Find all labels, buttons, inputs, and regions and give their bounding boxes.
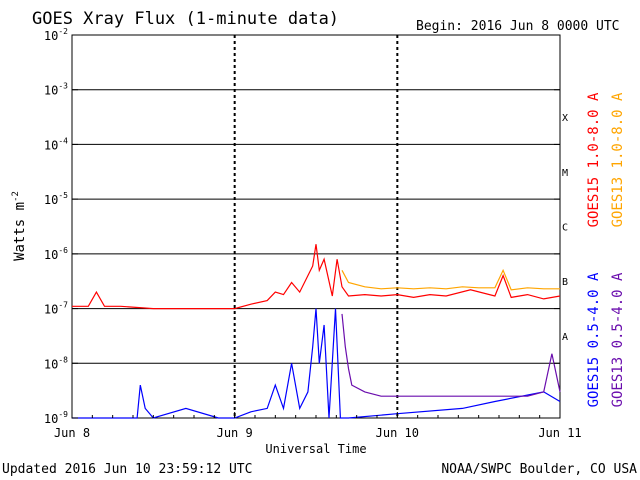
y-tick-label: 10-7 [44,301,68,317]
series-layer [72,244,561,419]
y-tick-mantissa: 10 [44,193,58,207]
y-tick-label: 10-3 [44,82,68,98]
y-tick-label: 10-2 [44,27,68,43]
y-axis-label: Watts m [12,202,28,261]
y-tick-label: 10-4 [44,136,68,152]
y-tick-exponent: -6 [58,246,68,255]
x-tick-label: Jun 10 [376,426,419,440]
y-tick-exponent: -7 [58,301,68,310]
y-tick-mantissa: 10 [44,29,58,43]
legend-entry: GOES13 1.0-8.0 A [610,92,626,227]
x-tick-label: Jun 8 [54,426,90,440]
y-tick-mantissa: 10 [44,412,58,426]
x-tick-label: Jun 11 [538,426,581,440]
y-tick-label: 10-5 [44,191,68,207]
flare-class-label: M [562,168,568,179]
y-tick-mantissa: 10 [44,303,58,317]
y-tick-exponent: -2 [58,27,68,36]
y-tick-label: 10-9 [44,410,68,426]
flare-class-label: C [562,223,568,234]
y-tick-exponent: -5 [58,191,68,200]
legend-entry: GOES15 1.0-8.0 A [586,92,602,227]
y-tick-exponent: -3 [58,82,68,91]
y-tick-exponent: -9 [58,410,68,419]
x-axis-title: Universal Time [265,442,366,456]
y-tick-exponent: -8 [58,355,68,364]
series-line-0 [72,244,561,310]
legend-entry: GOES13 0.5-4.0 A [610,272,626,407]
y-tick-label: 10-6 [44,246,68,262]
y-tick-mantissa: 10 [44,248,58,262]
x-tick-label: Jun 9 [217,426,253,440]
legend-entry: GOES15 0.5-4.0 A [586,272,602,407]
flare-class-label: X [562,113,568,124]
y-tick-mantissa: 10 [44,357,58,371]
series-line-2 [72,308,561,419]
y-tick-label: 10-8 [44,355,68,371]
credit-label: NOAA/SWPC Boulder, CO USA [441,462,637,477]
flare-class-label: A [562,332,568,343]
begin-label: Begin: 2016 Jun 8 0000 UTC [416,19,620,34]
series-line-3 [341,313,561,397]
updated-timestamp: Updated 2016 Jun 10 23:59:12 UTC [2,462,252,477]
series-line-1 [341,268,560,291]
legend: GOES15 1.0-8.0 A GOES13 1.0-8.0 A GOES15 0… [586,92,626,407]
y-tick-exponent: -4 [58,136,68,145]
chart-title: GOES Xray Flux (1-minute data) [32,9,339,29]
y-tick-mantissa: 10 [44,138,58,152]
y-axis-title: Watts m-2 [11,191,28,261]
y-tick-mantissa: 10 [44,84,58,98]
y-axis-label-sup: -2 [11,191,21,202]
plot-area [71,34,561,419]
flare-class-label: B [562,277,568,288]
